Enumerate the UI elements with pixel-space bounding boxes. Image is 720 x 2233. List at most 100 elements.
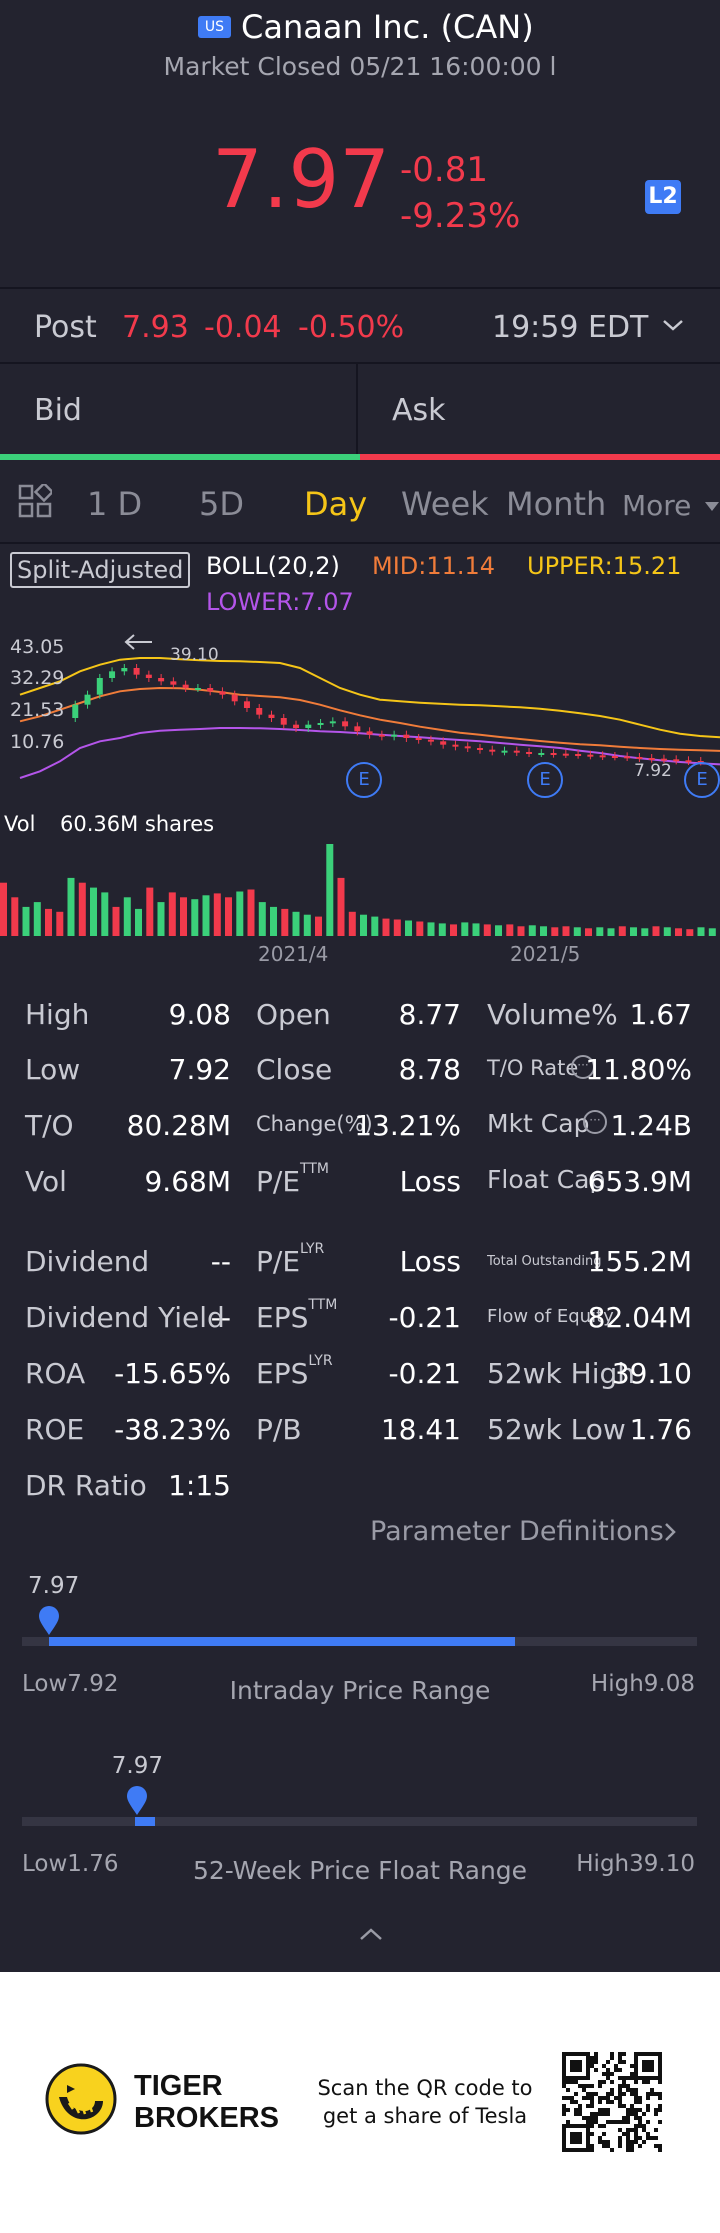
qr-module — [590, 2148, 594, 2152]
stat-label-52wk-high: 52wk High — [487, 1357, 635, 1390]
qr-module — [598, 2112, 602, 2116]
qr-module — [590, 2096, 594, 2100]
qr-module — [578, 2104, 582, 2108]
qr-module — [606, 2076, 610, 2080]
volume-bar — [483, 924, 491, 936]
qr-module — [646, 2120, 650, 2124]
candle — [145, 674, 152, 678]
arrow-left-icon[interactable] — [122, 632, 154, 652]
tab-day[interactable]: Day — [304, 485, 368, 523]
chart-layout-icon[interactable] — [18, 481, 55, 518]
qr-code-icon[interactable] — [562, 2052, 662, 2152]
qr-module — [658, 2060, 662, 2064]
qr-module — [570, 2132, 574, 2136]
qr-module — [654, 2092, 658, 2096]
qr-module — [590, 2116, 594, 2120]
scan-text-line1: Scan the QR code to — [317, 2076, 533, 2100]
qr-module — [590, 2060, 594, 2064]
qr-module — [594, 2056, 598, 2060]
quote-screen: US Canaan Inc. (CAN) Market Closed 05/21… — [0, 0, 720, 1972]
qr-module — [618, 2056, 622, 2060]
qr-module — [606, 2060, 610, 2064]
boll-mid-line — [19, 686, 720, 752]
qr-module — [610, 2100, 614, 2104]
candle — [624, 756, 631, 759]
tab-month[interactable]: Month — [506, 485, 607, 523]
boll-indicator[interactable]: BOLL(20,2) — [206, 552, 340, 580]
qr-module — [566, 2124, 570, 2128]
volume-bar — [618, 926, 626, 936]
qr-module — [570, 2052, 574, 2056]
brand-name-line2: BROKERS — [134, 2102, 280, 2134]
chevron-down-icon[interactable] — [660, 312, 686, 338]
market-badge: US — [198, 16, 231, 38]
qr-module — [562, 2072, 566, 2076]
collapse-chevron-up-icon[interactable] — [357, 1924, 385, 1944]
candle — [170, 681, 177, 685]
qr-module — [626, 2132, 630, 2136]
volume-bar — [247, 889, 255, 936]
earnings-marker[interactable]: E — [346, 762, 382, 798]
tab-5d[interactable]: 5D — [199, 485, 244, 523]
qr-module — [658, 2068, 662, 2072]
more-info-icon[interactable]: ··· — [571, 1055, 595, 1079]
volume-bar — [326, 844, 334, 936]
volume-bar — [663, 927, 671, 936]
volume-bar — [382, 918, 390, 936]
qr-module — [646, 2092, 650, 2096]
earnings-marker[interactable]: E — [527, 762, 563, 798]
qr-module — [562, 2096, 566, 2100]
volume-bar — [112, 906, 120, 936]
qr-module — [646, 2080, 650, 2084]
volume-bar — [607, 928, 615, 936]
price-chart[interactable] — [0, 628, 720, 808]
qr-module — [586, 2140, 590, 2144]
volume-bar — [213, 893, 221, 936]
qr-module — [570, 2080, 574, 2084]
tab-more[interactable]: More — [622, 489, 692, 522]
stat-value-change-pct: 13.21% — [354, 1109, 461, 1142]
candle — [575, 754, 582, 756]
candle — [366, 731, 373, 735]
more-info-icon[interactable]: ··· — [583, 1110, 607, 1134]
qr-module — [562, 2064, 566, 2068]
qr-module — [630, 2072, 634, 2076]
qr-module — [634, 2100, 638, 2104]
candle — [526, 752, 533, 754]
qr-module — [638, 2144, 642, 2148]
week52-low: Low1.76 — [22, 1851, 119, 1877]
qr-module — [646, 2076, 650, 2080]
chart-low-label: 7.92 — [634, 761, 672, 781]
qr-module — [574, 2076, 578, 2080]
tab-week[interactable]: Week — [401, 485, 489, 523]
week52-range-title: 52-Week Price Float Range — [192, 1856, 528, 1885]
chevron-right-icon[interactable] — [660, 1519, 680, 1545]
qr-module — [594, 2120, 598, 2124]
qr-module — [570, 2140, 574, 2144]
earnings-marker[interactable]: E — [684, 762, 720, 798]
volume-bar — [258, 902, 266, 936]
qr-module — [590, 2084, 594, 2088]
stat-value-dr-ratio: 1:15 — [168, 1469, 231, 1502]
volume-chart[interactable] — [0, 840, 720, 936]
intraday-low: Low7.92 — [22, 1671, 119, 1697]
qr-module — [626, 2112, 630, 2116]
stat-label-mkt-cap: Mkt Cap — [487, 1109, 590, 1138]
split-adjusted-toggle[interactable]: Split-Adjusted — [10, 552, 191, 588]
ask-label[interactable]: Ask — [392, 393, 446, 428]
level2-button[interactable]: L2 — [645, 180, 681, 214]
chart-high-label: 39.10 — [170, 645, 219, 665]
stat-label-flow-of-equity: Flow of Equity — [487, 1306, 614, 1327]
tab-1d[interactable]: 1 D — [87, 485, 143, 523]
qr-module — [626, 2136, 630, 2140]
qr-module — [618, 2052, 622, 2056]
volume-bar — [337, 877, 345, 936]
volume-bar — [585, 928, 592, 936]
bid-label[interactable]: Bid — [34, 393, 82, 428]
parameter-definitions-link[interactable]: Parameter Definitions — [370, 1516, 664, 1547]
candle — [293, 724, 300, 728]
candle — [354, 726, 361, 732]
qr-module — [582, 2124, 586, 2128]
qr-module — [606, 2072, 610, 2076]
candle — [648, 758, 655, 760]
